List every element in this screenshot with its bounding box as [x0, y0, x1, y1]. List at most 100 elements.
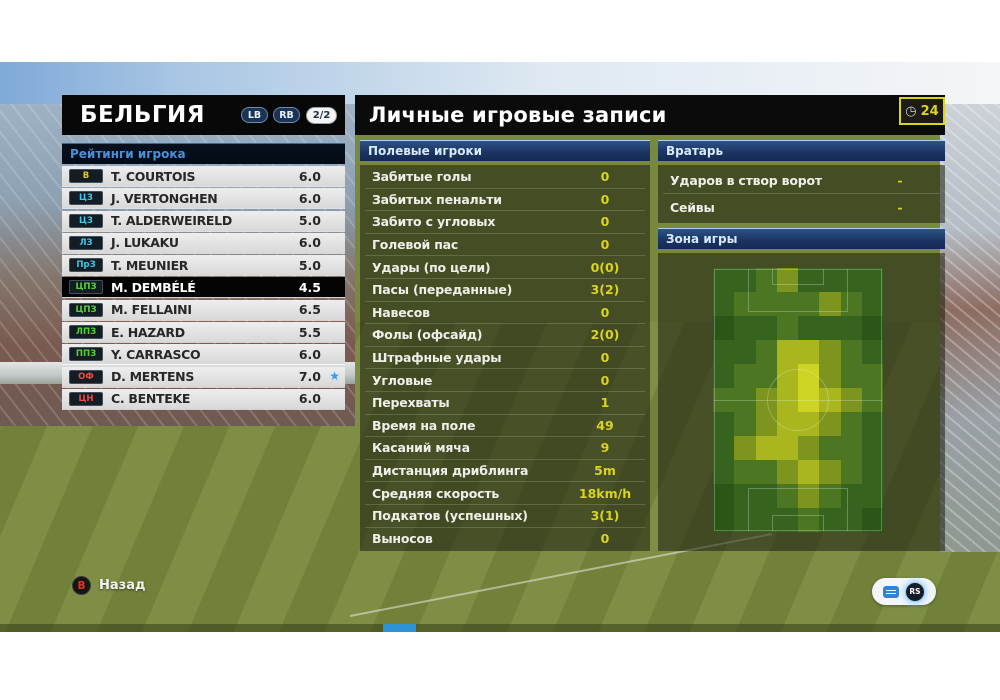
stat-label: Фолы (офсайд)	[372, 327, 483, 343]
heatmap-cell	[798, 436, 820, 460]
rs-button-icon[interactable]: RS	[905, 581, 925, 602]
stat-label: Голевой пас	[372, 237, 459, 253]
position-badge: ЦЗ	[69, 213, 103, 228]
stat-label: Штрафные удары	[372, 350, 502, 366]
heatmap-cell	[734, 364, 756, 388]
position-badge: ЦПЗ	[69, 280, 103, 295]
bottom-strip	[0, 624, 1000, 632]
stat-value: 5m	[594, 463, 616, 479]
heatmap-cell	[734, 460, 756, 484]
stat-label: Сейвы	[670, 199, 715, 215]
heatmap-cell	[840, 508, 862, 532]
heatmap-cell	[734, 412, 756, 436]
heatmap-cell	[798, 412, 820, 436]
lb-button[interactable]: LB	[241, 107, 268, 123]
player-name: Y. CARRASCO	[111, 346, 201, 362]
player-row[interactable]: ЦН C. BENTEKE 6.0	[62, 388, 345, 409]
heatmap-cell	[861, 388, 883, 412]
stat-value: 1	[600, 395, 610, 411]
heatmap-cell	[755, 388, 777, 412]
player-row[interactable]: ЛПЗ E. HAZARD 5.5	[62, 322, 345, 343]
heatmap-cell	[798, 292, 820, 316]
stat-value: 0(0)	[590, 259, 620, 275]
heatmap-cell	[776, 316, 798, 340]
player-row[interactable]: ЦПЗ M. FELLAINI 6.5	[62, 299, 345, 320]
chat-bubble-icon[interactable]	[883, 585, 899, 598]
heatmap-cell	[755, 364, 777, 388]
stat-row: Сейвы -	[663, 194, 940, 220]
player-row[interactable]: В T. COURTOIS 6.0	[62, 166, 345, 186]
heatmap-cell	[734, 436, 756, 460]
position-badge: ЦПЗ	[69, 302, 103, 317]
heatmap-cell	[776, 340, 798, 364]
zone-header: Зона игры	[658, 228, 945, 249]
scroll-indicator[interactable]	[383, 624, 416, 632]
stat-value: 0	[600, 169, 610, 185]
back-label: Назад	[99, 578, 146, 593]
heatmap-cell	[734, 340, 756, 364]
player-row[interactable]: ЦЗ J. VERTONGHEN 6.0	[62, 188, 345, 209]
heatmap-cell	[798, 388, 820, 412]
goalkeeper-stats-panel: Ударов в створ ворот - Сейвы -	[658, 165, 945, 223]
heatmap-cell	[713, 412, 735, 436]
heatmap-cell	[713, 436, 735, 460]
heatmap-cell	[840, 484, 862, 508]
player-name: T. COURTOIS	[111, 168, 196, 184]
stat-row: Забитых пенальти 0	[365, 189, 645, 212]
heatmap-cell	[819, 388, 841, 412]
clock-value: 24	[920, 103, 939, 119]
heatmap-cell	[734, 484, 756, 508]
heatmap-cell	[840, 268, 862, 292]
stat-row: Удары (по цели) 0(0)	[365, 256, 645, 279]
b-button-icon[interactable]: B	[72, 576, 91, 595]
page-title: Личные игровые записи	[369, 103, 667, 127]
heatmap-cell	[776, 508, 798, 532]
heatmap-cell	[798, 508, 820, 532]
main-title-bar: Личные игровые записи ◷ 24	[355, 95, 945, 135]
stat-label: Ударов в створ ворот	[670, 173, 822, 188]
heatmap-cell	[776, 388, 798, 412]
player-row[interactable]: ЦПЗ M. DEMBÉLÉ 4.5	[62, 277, 345, 298]
heatmap-cell	[776, 268, 798, 292]
zone-panel	[658, 253, 945, 551]
stat-row: Навесов 0	[365, 302, 645, 325]
heatmap-cell	[776, 412, 798, 436]
position-badge: ПрЗ	[69, 258, 103, 273]
heatmap-cell	[840, 412, 862, 436]
stat-value: 0	[600, 350, 610, 366]
heatmap-cell	[755, 340, 777, 364]
player-name: J. LUKAKU	[111, 235, 179, 251]
player-row[interactable]: ППЗ Y. CARRASCO 6.0	[62, 344, 345, 365]
heatmap-cell	[713, 460, 735, 484]
player-row[interactable]: ПрЗ T. MEUNIER 5.0	[62, 255, 345, 276]
player-name: M. FELLAINI	[111, 302, 192, 318]
back-control[interactable]: B Назад	[72, 576, 145, 595]
heatmap-cell	[840, 292, 862, 316]
stat-value: 0	[600, 531, 610, 547]
heatmap-cell	[861, 436, 883, 460]
player-rating: 5.0	[298, 257, 321, 273]
player-rating: 5.0	[298, 213, 321, 229]
player-row[interactable]: ЦЗ T. ALDERWEIRELD 5.0	[62, 210, 345, 231]
stat-row: Забитые голы 0	[365, 166, 645, 189]
heatmap-cell	[713, 484, 735, 508]
player-row[interactable]: ЛЗ J. LUKAKU 6.0	[62, 232, 345, 253]
stat-row: Пасы (переданные) 3(2)	[365, 279, 645, 302]
player-name: E. HAZARD	[111, 324, 185, 340]
stat-label: Забитые голы	[372, 169, 472, 185]
stat-value: 49	[596, 417, 614, 433]
stat-value: 0	[600, 304, 610, 320]
ratings-section-header: Рейтинги игрока	[62, 143, 345, 164]
stat-row: Касаний мяча 9	[365, 437, 645, 460]
field-players-header: Полевые игроки	[360, 140, 650, 161]
player-name: M. DEMBÉLÉ	[111, 279, 196, 295]
heatmap-cell	[819, 316, 841, 340]
rb-button[interactable]: RB	[273, 107, 300, 123]
heatmap-cell	[734, 292, 756, 316]
player-row[interactable]: ОФ D. MERTENS 7.0 ★	[62, 366, 345, 387]
match-clock-badge: ◷ 24	[899, 97, 945, 125]
heatmap-cell	[798, 340, 820, 364]
star-icon: ★	[329, 368, 340, 383]
heatmap-cell	[798, 364, 820, 388]
